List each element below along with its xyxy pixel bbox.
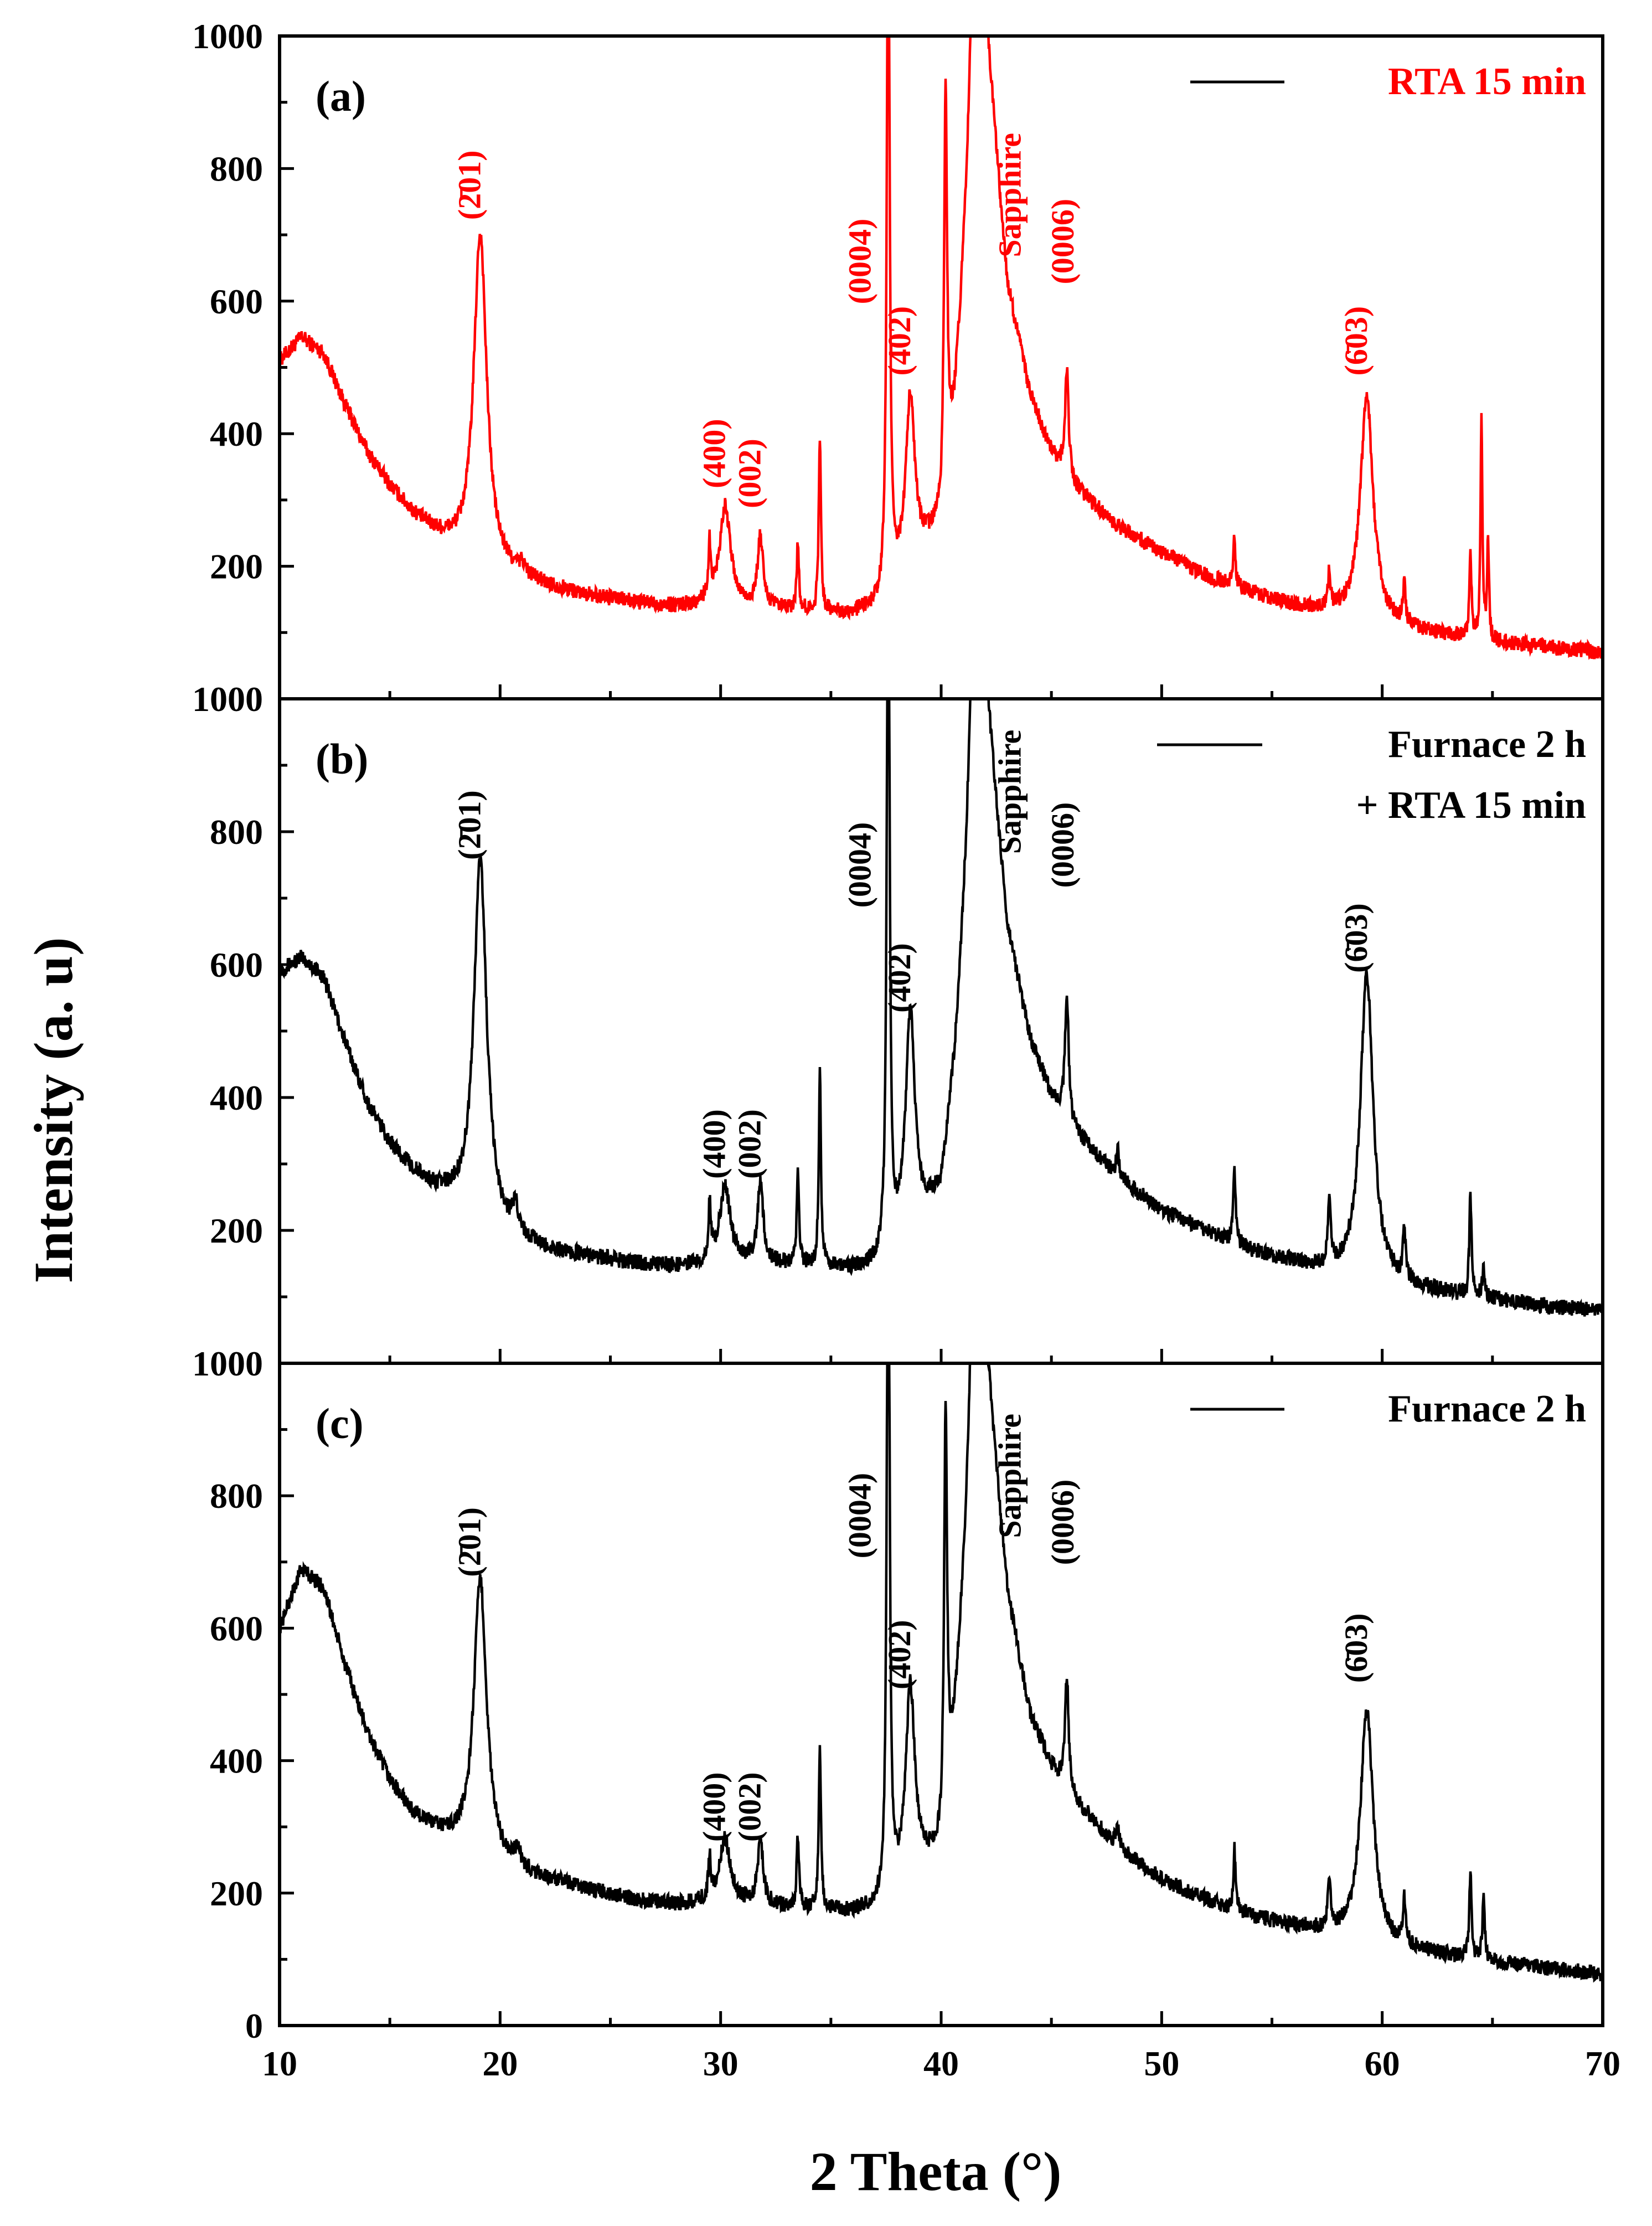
peak-label: (002): [731, 1109, 767, 1179]
panel-1: 200 400 600 800 1000 (b) Furnace 2 h + RTA 15 m…: [192, 679, 1604, 1365]
peak-label: (400): [696, 1772, 732, 1842]
legend-label: Furnace 2 h: [1388, 1388, 1586, 1430]
y-tick-label: 600: [210, 282, 263, 321]
y-tick-label: 1000: [192, 679, 263, 719]
panel-label: (a): [316, 72, 366, 120]
peak-label: (002): [731, 1772, 767, 1842]
y-tick-label: 800: [210, 1476, 263, 1516]
peak-label: (4̄02): [881, 306, 917, 376]
panel-2: 0 200 400 600 800 1000 10 20 30 40 50 60 70 (c) Furnac…: [192, 1344, 1620, 2083]
peak-label: (0006): [1045, 1480, 1081, 1565]
peak-label: Sapphire: [992, 133, 1028, 257]
y-tick-label: 200: [210, 1874, 263, 1913]
panel-label: (b): [316, 735, 368, 783]
x-tick-label: 40: [923, 2044, 959, 2083]
y-tick-label: 400: [210, 414, 263, 454]
legend-label: + RTA 15 min: [1356, 784, 1586, 827]
peak-label: (400): [696, 1109, 732, 1179]
xrd-series-line: [280, 699, 1603, 1317]
peak-label: (400): [696, 419, 732, 488]
y-tick-label: 0: [245, 2006, 263, 2045]
xrd-series-line: [280, 36, 1603, 660]
legend-label: RTA 15 min: [1388, 60, 1586, 103]
peak-label: (4̄02): [881, 943, 917, 1013]
peak-label: (6̄03): [1338, 306, 1374, 376]
panel-frame: [278, 1362, 1604, 2027]
y-tick-label: 400: [210, 1741, 263, 1781]
x-axis-title: 2 Theta (°): [810, 2141, 1062, 2202]
xrd-series-line: [280, 1363, 1603, 1983]
peak-label: (002): [731, 439, 767, 508]
y-tick-label: 800: [210, 149, 263, 188]
y-tick-label: 1000: [192, 17, 263, 56]
peak-label: (4̄02): [881, 1620, 917, 1689]
peak-label: (6̄03): [1338, 1613, 1374, 1683]
peak-label: Sapphire: [992, 1414, 1028, 1538]
peak-label: Sapphire: [992, 730, 1028, 854]
x-tick-label: 50: [1144, 2044, 1179, 2083]
peak-label: (2̄01): [452, 150, 488, 220]
y-tick-label: 800: [210, 812, 263, 852]
panel-label: (c): [316, 1399, 364, 1447]
legend-label: Furnace 2 h: [1388, 723, 1586, 766]
y-tick-label: 600: [210, 945, 263, 985]
peak-label: (2̄01): [452, 790, 488, 860]
y-tick-label: 200: [210, 547, 263, 586]
x-tick-label: 20: [482, 2044, 518, 2083]
y-tick-label: 1000: [192, 1344, 263, 1383]
peak-label: (0004): [842, 822, 878, 908]
x-tick-label: 10: [262, 2044, 297, 2083]
peak-label: (6̄03): [1338, 903, 1374, 973]
y-tick-label: 400: [210, 1078, 263, 1117]
y-tick-label: 200: [210, 1211, 263, 1250]
y-axis-title: Intensity (a. u): [23, 937, 84, 1283]
panel-0: 200 400 600 800 1000 (a) RTA 15 min (2̄01) (400)…: [192, 17, 1604, 700]
x-tick-label: 60: [1365, 2044, 1400, 2083]
y-tick-label: 600: [210, 1609, 263, 1648]
x-tick-label: 30: [703, 2044, 739, 2083]
peak-label: (0004): [842, 1473, 878, 1559]
peak-label: (0006): [1045, 199, 1081, 285]
peak-label: (2̄01): [452, 1507, 488, 1577]
peak-label: (0006): [1045, 802, 1081, 888]
x-tick-label: 70: [1585, 2044, 1620, 2083]
peak-label: (0004): [842, 219, 878, 305]
